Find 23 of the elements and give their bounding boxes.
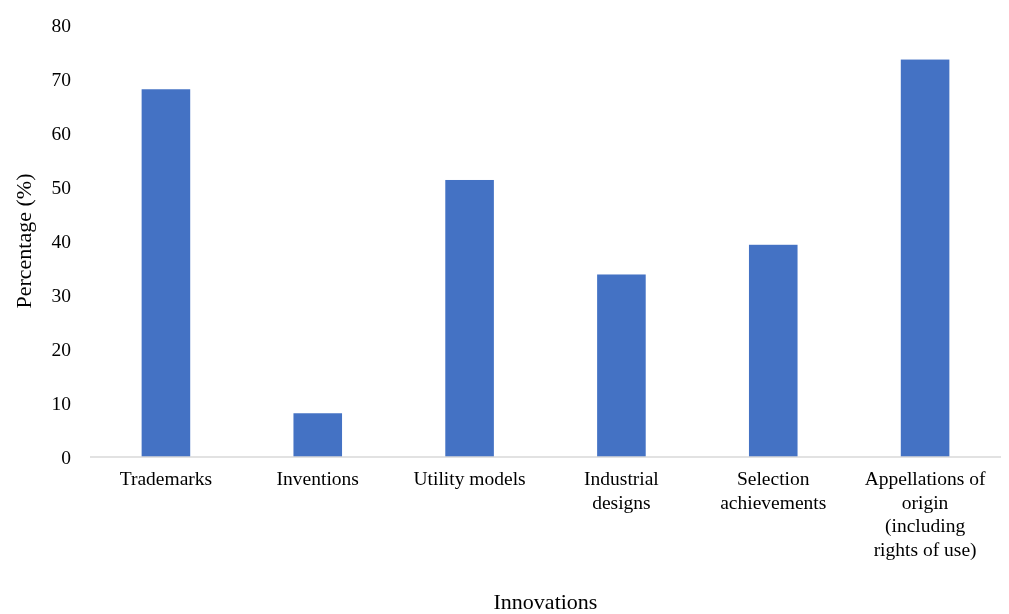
x-tick-label: Trademarks	[119, 468, 213, 489]
y-axis-title: Percentage (%)	[11, 173, 36, 309]
x-tick-label: Industrial designs	[584, 468, 660, 513]
x-tick-label: Selection achievements	[720, 468, 827, 513]
y-tick-label: 10	[51, 392, 71, 414]
y-tick-label: 20	[51, 338, 71, 360]
bar	[293, 413, 343, 457]
x-axis-title: Innovations	[493, 589, 598, 614]
bar	[748, 244, 798, 457]
bar	[445, 179, 494, 457]
x-tick-label: Inventions	[276, 468, 359, 489]
bar	[597, 274, 646, 457]
y-tick-label: 70	[51, 68, 71, 90]
y-tick-label: 60	[51, 122, 71, 144]
y-tick-label: 50	[51, 176, 71, 198]
bar	[141, 89, 191, 457]
x-tick-label: Utility models	[413, 468, 526, 489]
x-tick-label: Appellations of origin (including rights of use)	[864, 468, 986, 561]
y-tick-label: 40	[51, 230, 71, 252]
y-tick-label: 0	[61, 446, 71, 468]
y-tick-label: 30	[51, 284, 71, 306]
y-tick-label: 80	[51, 14, 71, 36]
bar	[900, 59, 950, 457]
